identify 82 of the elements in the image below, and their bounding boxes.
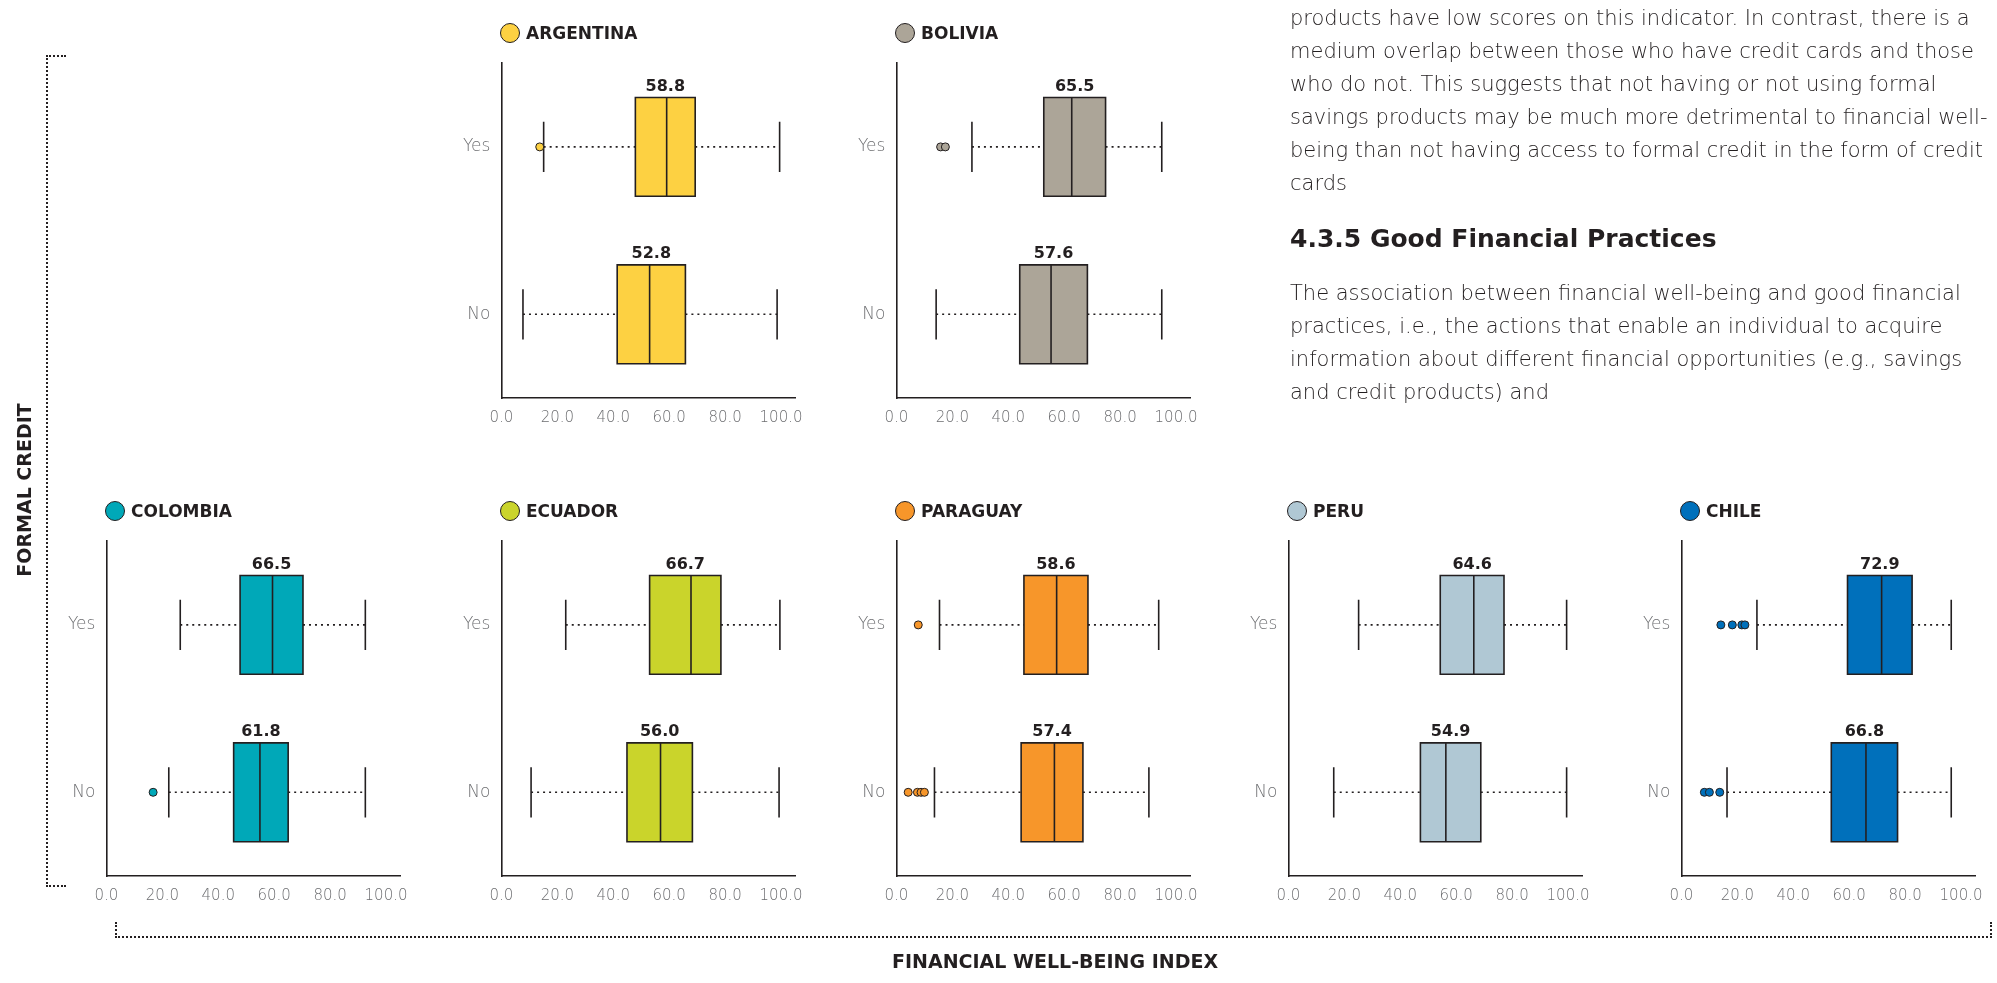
x-tick-label: 0.0 xyxy=(1276,885,1301,904)
annotation: 52.8 xyxy=(631,243,672,263)
x-tick-label: 40.0 xyxy=(596,885,630,904)
x-tick-label: 20.0 xyxy=(145,885,180,904)
chart-title: COLOMBIA xyxy=(131,501,232,521)
x-tick-label: 60.0 xyxy=(1047,885,1081,904)
x-tick-label: 100.0 xyxy=(759,885,803,904)
annotation: 64.6 xyxy=(1452,553,1492,573)
x-tick-label: 80.0 xyxy=(708,885,742,904)
x-tick-label: 100.0 xyxy=(1154,407,1198,426)
x-tick-label: 60.0 xyxy=(1439,885,1473,904)
y-tick-label: No xyxy=(1254,780,1278,801)
annotation: 56.0 xyxy=(639,721,680,741)
y-tick-label: No xyxy=(467,780,491,801)
text: FINANCIAL WELL-BEING INDEX xyxy=(892,950,1219,972)
annotation: 66.7 xyxy=(665,553,706,573)
x-tick-label: 100.0 xyxy=(1154,885,1198,904)
x-tick-label: 100.0 xyxy=(364,885,408,904)
x-tick-label: 80.0 xyxy=(1888,885,1922,904)
x-tick-label: 40.0 xyxy=(596,407,630,426)
x-tick-label: 60.0 xyxy=(652,407,686,426)
y-tick-label: Yes xyxy=(1249,613,1278,634)
x-tick-label: 20.0 xyxy=(935,407,970,426)
text: FORMAL CREDIT xyxy=(12,403,35,577)
x-tick-label: 100.0 xyxy=(1546,885,1590,904)
annotation: 66.5 xyxy=(251,553,292,573)
x-tick-label: 60.0 xyxy=(652,885,686,904)
annotation: 54.9 xyxy=(1430,721,1471,741)
y-tick-label: Yes xyxy=(1642,613,1671,634)
annotation: 57.6 xyxy=(1033,243,1074,263)
x-tick-label: 0.0 xyxy=(94,885,119,904)
x-tick-label: 0.0 xyxy=(489,407,514,426)
x-tick-label: 20.0 xyxy=(1327,885,1362,904)
x-tick-label: 60.0 xyxy=(1047,407,1081,426)
chart-title: PERU xyxy=(1313,501,1364,521)
x-tick-label: 40.0 xyxy=(1776,885,1810,904)
y-tick-label: Yes xyxy=(462,135,491,156)
x-tick-label: 80.0 xyxy=(1103,885,1137,904)
x-tick-label: 40.0 xyxy=(991,407,1025,426)
x-tick-label: 0.0 xyxy=(884,885,909,904)
x-tick-label: 80.0 xyxy=(313,885,347,904)
x-tick-label: 40.0 xyxy=(1383,885,1417,904)
x-tick-label: 20.0 xyxy=(935,885,970,904)
annotation: 66.8 xyxy=(1844,721,1885,741)
x-tick-label: 20.0 xyxy=(540,885,575,904)
text: The association between financial well-being and good financial practices, i.e., the actions that enable an individual to acquire information about different financial opportunities (e.g., savings and credit products) and xyxy=(1290,280,1964,406)
chart-title: BOLIVIA xyxy=(921,23,999,43)
x-tick-label: 0.0 xyxy=(884,407,909,426)
y-tick-label: No xyxy=(1647,780,1671,801)
annotation: 58.8 xyxy=(645,75,686,95)
annotation: 61.8 xyxy=(241,721,281,741)
y-tick-label: No xyxy=(72,780,96,801)
text: 4.3.5 Good Financial Practices xyxy=(1290,224,1718,253)
y-tick-label: Yes xyxy=(67,613,96,634)
annotation: 57.4 xyxy=(1032,721,1072,741)
x-tick-label: 100.0 xyxy=(759,407,803,426)
chart-title: PARAGUAY xyxy=(921,501,1023,521)
y-tick-label: Yes xyxy=(462,613,491,634)
x-tick-label: 60.0 xyxy=(257,885,291,904)
y-tick-label: Yes xyxy=(857,613,886,634)
x-tick-label: 40.0 xyxy=(201,885,235,904)
annotation: 58.6 xyxy=(1036,553,1076,573)
x-tick-label: 20.0 xyxy=(540,407,575,426)
x-tick-label: 40.0 xyxy=(991,885,1025,904)
y-tick-label: No xyxy=(467,302,491,323)
x-tick-label: 100.0 xyxy=(1939,885,1983,904)
x-tick-label: 80.0 xyxy=(708,407,742,426)
x-tick-label: 80.0 xyxy=(1103,407,1137,426)
chart-title: ECUADOR xyxy=(526,501,619,521)
x-tick-label: 0.0 xyxy=(489,885,514,904)
chart-title: ARGENTINA xyxy=(526,23,638,43)
y-tick-label: No xyxy=(862,780,886,801)
annotation: 72.9 xyxy=(1860,553,1900,573)
x-tick-label: 0.0 xyxy=(1669,885,1694,904)
x-tick-label: 60.0 xyxy=(1832,885,1866,904)
y-tick-label: Yes xyxy=(857,135,886,156)
annotation: 65.5 xyxy=(1054,75,1095,95)
y-tick-label: No xyxy=(862,302,886,323)
x-tick-label: 80.0 xyxy=(1495,885,1529,904)
x-tick-label: 20.0 xyxy=(1720,885,1755,904)
chart-title: CHILE xyxy=(1706,501,1762,521)
text: products have low scores on this indicator. In contrast, there is a medium overlap between those who have credit cards and those who do not. This suggests that not having or not using formal savings products may be much more detrimental to financial well-being than not having access to formal credit in the form of credit cards xyxy=(1290,5,1989,197)
